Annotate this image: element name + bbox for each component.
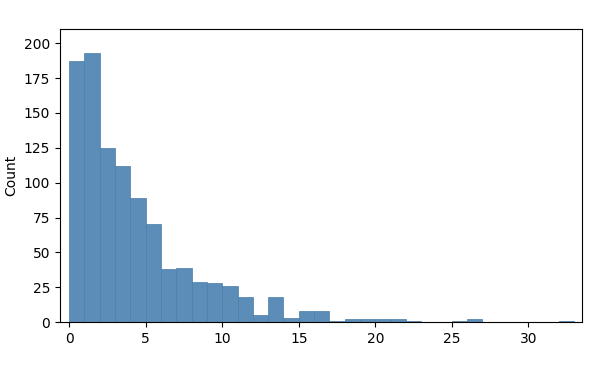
Bar bbox=[85, 53, 100, 322]
Bar bbox=[283, 318, 299, 322]
Bar bbox=[314, 311, 329, 322]
Bar bbox=[253, 315, 268, 322]
Bar bbox=[222, 286, 238, 322]
Bar bbox=[100, 148, 115, 322]
Bar bbox=[299, 311, 314, 322]
Bar bbox=[360, 319, 376, 322]
Bar bbox=[161, 269, 176, 322]
Bar bbox=[406, 321, 421, 322]
Bar bbox=[268, 297, 283, 322]
Bar bbox=[452, 321, 467, 322]
Bar bbox=[176, 268, 191, 322]
Bar bbox=[391, 319, 406, 322]
Bar bbox=[207, 283, 222, 322]
Bar bbox=[467, 319, 482, 322]
Bar bbox=[146, 224, 161, 322]
Bar bbox=[69, 61, 85, 322]
Bar bbox=[376, 319, 391, 322]
Y-axis label: Count: Count bbox=[4, 155, 19, 196]
Bar bbox=[329, 321, 345, 322]
Bar bbox=[345, 319, 360, 322]
Bar bbox=[191, 282, 207, 322]
Bar bbox=[238, 297, 253, 322]
Bar bbox=[559, 321, 574, 322]
Bar bbox=[130, 198, 146, 322]
Bar bbox=[115, 166, 130, 322]
